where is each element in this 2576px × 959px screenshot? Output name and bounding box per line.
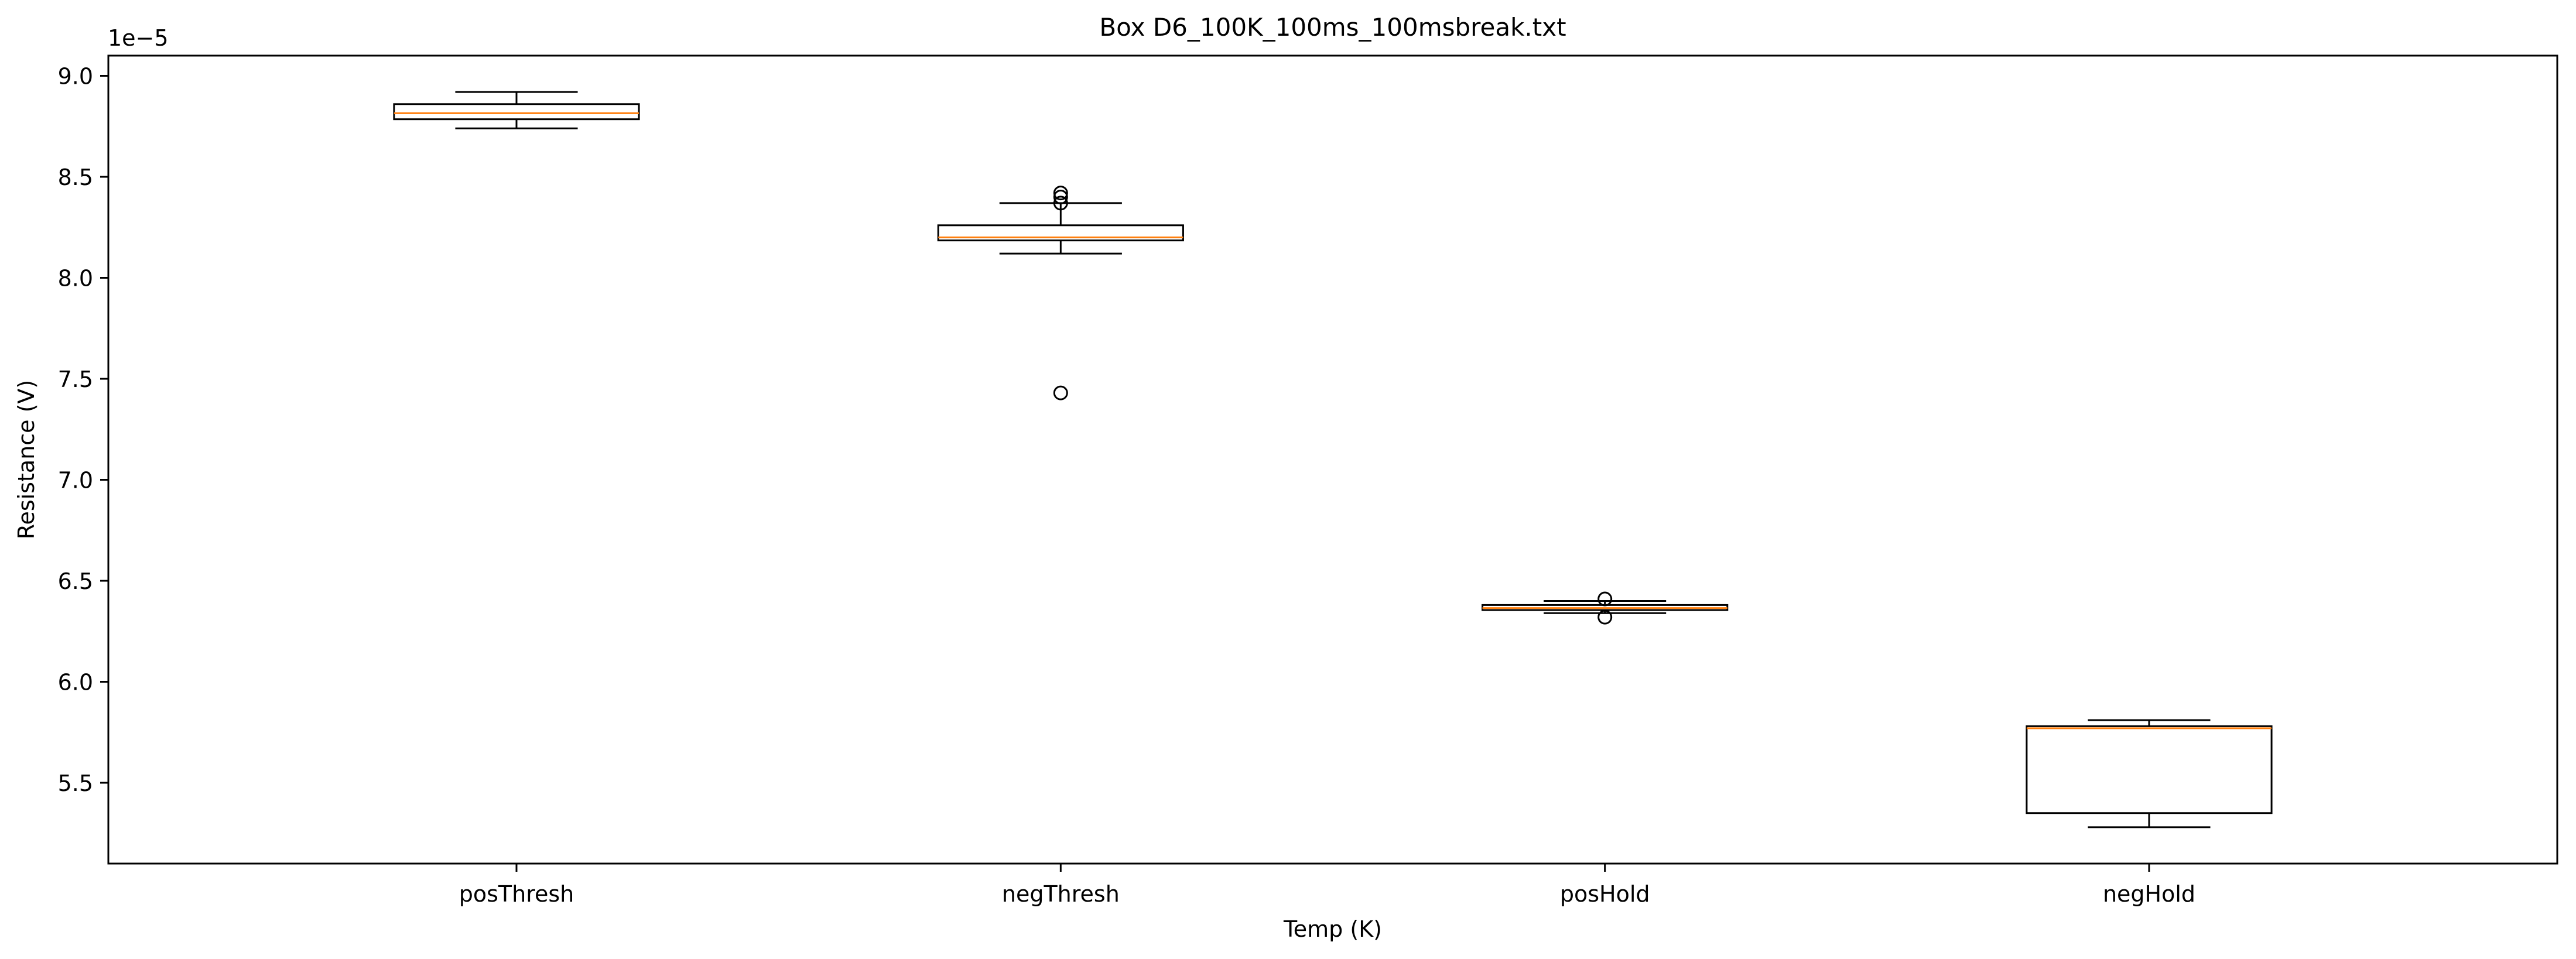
y-axis: 5.5 6.0 6.5 7.0 7.5 8.0 8.5 9.0 <box>58 64 108 796</box>
y-tick-label: 7.0 <box>58 468 93 494</box>
y-tick-label: 5.5 <box>58 770 93 796</box>
x-tick-label: negHold <box>2103 881 2195 907</box>
y-tick-label: 8.5 <box>58 165 93 190</box>
outlier-point <box>1053 190 1068 204</box>
outlier-point <box>1053 385 1068 400</box>
box-posHold <box>1482 591 1729 625</box>
x-axis-label: Temp (K) <box>1283 916 1382 942</box>
x-tick-label: negThresh <box>1002 881 1120 907</box>
outlier-point <box>1053 186 1068 201</box>
iqr-box <box>393 103 640 121</box>
y-axis-offset-label: 1e−5 <box>108 25 169 51</box>
plot-area-frame <box>107 54 2558 865</box>
box-negHold <box>2026 719 2273 828</box>
box-posThresh <box>393 91 640 129</box>
x-tick-label: posThresh <box>459 881 574 907</box>
y-tick-label: 6.5 <box>58 568 93 594</box>
outlier-point <box>1597 591 1613 607</box>
box-negThresh <box>937 186 1184 400</box>
x-tick-label: posHold <box>1560 881 1650 907</box>
outlier-point <box>1597 609 1613 625</box>
y-tick-label: 8.0 <box>58 266 93 292</box>
y-tick-label: 9.0 <box>58 64 93 90</box>
y-axis-label: Resistance (V) <box>13 380 39 540</box>
y-tick-label: 6.0 <box>58 670 93 696</box>
y-tick-label: 7.5 <box>58 367 93 392</box>
box-series <box>393 91 2273 828</box>
iqr-box <box>937 224 1184 242</box>
iqr-box <box>2026 725 2273 814</box>
outlier-point <box>1053 196 1068 211</box>
x-axis: posThresh negThresh posHold negHold <box>459 864 2195 907</box>
chart-title: Box D6_100K_100ms_100msbreak.txt <box>1099 13 1566 42</box>
